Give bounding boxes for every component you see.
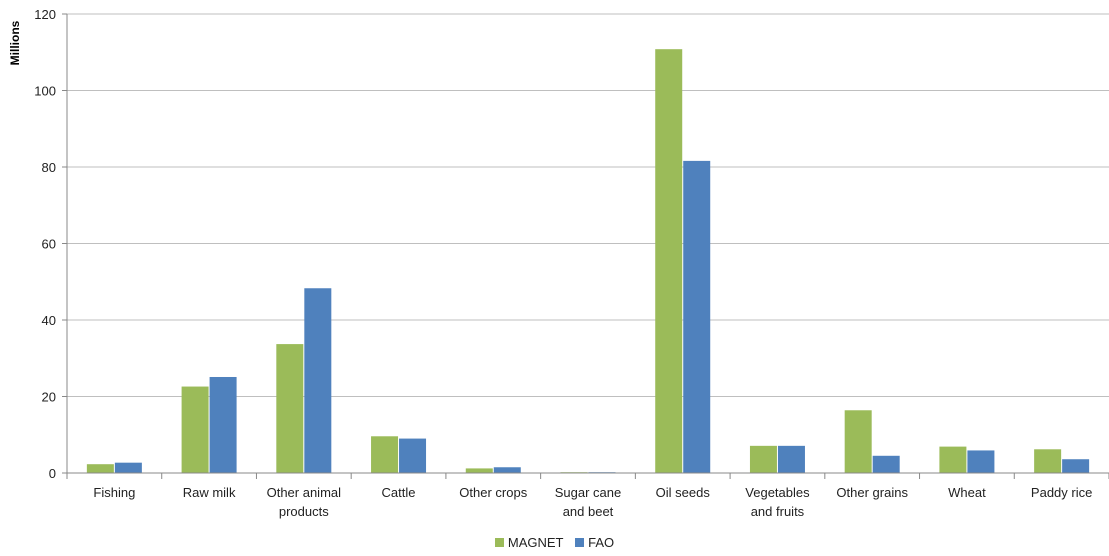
bar-fao (209, 376, 237, 473)
x-category-label: and fruits (751, 504, 805, 519)
y-tick-label: 80 (42, 160, 56, 175)
x-category-label: Other grains (836, 485, 908, 500)
x-category-label: Wheat (948, 485, 986, 500)
bar-magnet (465, 468, 493, 473)
bar-chart: Millions 0 20 40 60 80 100 120 Fishing Raw milk… (8, 7, 1109, 519)
bar-magnet (181, 386, 209, 473)
x-category-label: Other crops (459, 485, 527, 500)
bar-magnet (655, 49, 683, 473)
bar-fao (777, 445, 805, 473)
legend-item-fao: FAO (575, 534, 614, 550)
x-category-label: Cattle (382, 485, 416, 500)
gridlines (67, 13, 1109, 397)
legend-label-fao: FAO (588, 535, 615, 551)
x-category-label: Other animal (267, 485, 342, 500)
y-tick-label: 120 (34, 7, 56, 22)
bar-fao (872, 455, 900, 473)
x-axis (66, 472, 1109, 479)
bar-magnet (844, 410, 872, 473)
bar-fao (493, 467, 521, 473)
bar-fao (114, 462, 142, 473)
legend: MAGNET FAO (0, 534, 1109, 550)
bar-magnet (939, 446, 967, 473)
x-category-label: Paddy rice (1031, 485, 1092, 500)
x-category-label: Oil seeds (656, 485, 711, 500)
x-category-label: and beet (563, 504, 614, 519)
y-tick-label: 20 (42, 390, 56, 405)
y-tick-label: 60 (42, 237, 56, 252)
bar-magnet (749, 445, 777, 473)
bar-fao (304, 288, 332, 473)
bar-fao (399, 438, 427, 473)
y-tick-label: 40 (42, 313, 56, 328)
x-category-label: Sugar cane (555, 485, 622, 500)
y-axis-label: Millions (8, 20, 22, 65)
bar-magnet (1034, 449, 1062, 473)
bar-magnet (86, 464, 114, 473)
legend-item-magnet: MAGNET (494, 534, 564, 551)
legend-swatch-fao (575, 538, 585, 548)
bar-fao (1062, 459, 1090, 473)
x-category-label: Vegetables (745, 485, 810, 500)
bar-fao (967, 450, 995, 473)
bar-magnet (371, 436, 399, 473)
x-axis-categories: Fishing Raw milk Other animal products Cattl… (93, 485, 1092, 519)
y-tick-label: 0 (49, 466, 56, 481)
bar-magnet (276, 344, 304, 473)
bars (86, 49, 1090, 473)
y-tick-label: 100 (34, 84, 56, 99)
x-category-label: products (279, 504, 329, 519)
y-axis-ticks: 0 20 40 60 80 100 120 (34, 7, 68, 481)
legend-label-magnet: MAGNET (507, 535, 564, 551)
x-category-label: Fishing (93, 485, 135, 500)
bar-fao (683, 160, 711, 473)
x-category-label: Raw milk (183, 485, 236, 500)
legend-swatch-magnet (494, 538, 504, 548)
